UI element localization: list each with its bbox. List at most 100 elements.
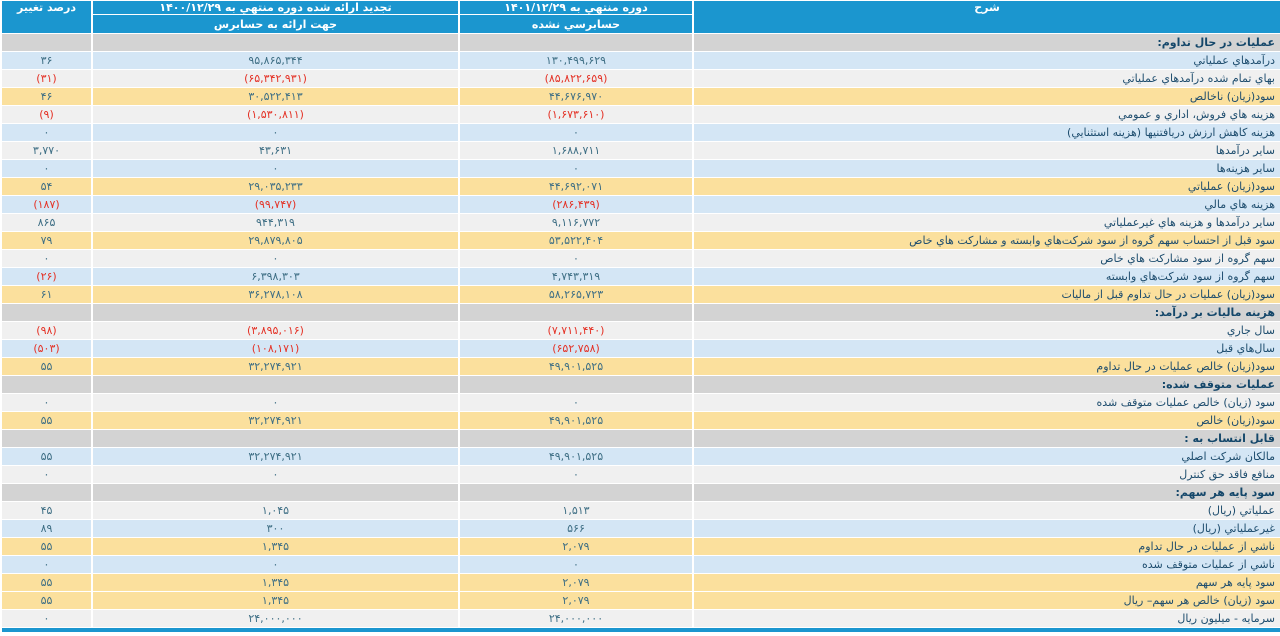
table-row: سود(زيان) ناخالص ۴۴,۶۷۶,۹۷۰ ۳۰,۵۲۲,۴۱۳ ۴۶ <box>0 88 1279 106</box>
prior-period-cell: (۶۵,۳۴۲,۹۳۱) <box>90 70 457 88</box>
row-description: سود پايه هر سهم <box>691 574 1279 592</box>
percent-change-cell: ۳,۷۷۰ <box>0 142 90 160</box>
header-percent-change-column: درصد تغيير <box>0 1 90 34</box>
table-row: غيرعملياتي (ريال) ۵۶۶ ۳۰۰ ۸۹ <box>0 520 1279 538</box>
current-period-cell: ۰ <box>457 466 691 484</box>
table-row: هزينه كاهش ارزش دريافتنيها (هزينه استثنا… <box>0 124 1279 142</box>
prior-period-cell: ۰ <box>90 250 457 268</box>
table-row: سود(زيان) خالص عمليات در حال تداوم ۴۹,۹۰۱… <box>0 358 1279 376</box>
percent-change-cell: ۴۶ <box>0 88 90 106</box>
row-description: سود (زيان) خالص عمليات متوقف شده <box>691 394 1279 412</box>
percent-change-cell: ۰ <box>0 466 90 484</box>
prior-period-cell: ۱,۰۴۵ <box>90 502 457 520</box>
prior-period-cell: ۰ <box>90 466 457 484</box>
prior-period-cell: ۱,۳۴۵ <box>90 574 457 592</box>
financial-statement-page: شرح دوره منتهي به ۱۴۰۱/۱۲/۲۹ تجديد ارائه… <box>0 0 1280 632</box>
prior-period-cell: ۹۵,۸۶۵,۳۴۴ <box>90 52 457 70</box>
percent-change-cell <box>0 376 90 394</box>
percent-change-cell: ۶۱ <box>0 286 90 304</box>
prior-period-cell <box>90 304 457 322</box>
prior-period-cell: (۳,۸۹۵,۰۱۶) <box>90 322 457 340</box>
current-period-cell <box>457 430 691 448</box>
prior-period-cell: ۱,۳۴۵ <box>90 592 457 610</box>
current-period-cell: (۶۵۲,۷۵۸) <box>457 340 691 358</box>
percent-change-cell: ۵۴ <box>0 178 90 196</box>
row-description: هزينه هاي فروش، اداري و عمومي <box>691 106 1279 124</box>
current-period-cell: (۷,۷۱۱,۴۴۰) <box>457 322 691 340</box>
prior-period-cell <box>90 34 457 52</box>
percent-change-cell: ۵۵ <box>0 574 90 592</box>
percent-change-cell <box>0 34 90 52</box>
section-title: هزينه ماليات بر درآمد: <box>691 304 1279 322</box>
current-period-cell: ۱,۶۸۸,۷۱۱ <box>457 142 691 160</box>
current-period-cell: ۴,۷۴۳,۳۱۹ <box>457 268 691 286</box>
row-description: سرمايه - ميليون ريال <box>691 610 1279 628</box>
prior-period-cell: ۴۳,۶۳۱ <box>90 142 457 160</box>
table-row: عملياتي (ريال) ۱,۵۱۳ ۱,۰۴۵ ۴۵ <box>0 502 1279 520</box>
current-period-cell: ۵۳,۵۲۲,۴۰۴ <box>457 232 691 250</box>
current-period-cell: ۹,۱۱۶,۷۷۲ <box>457 214 691 232</box>
percent-change-cell: ۸۹ <box>0 520 90 538</box>
current-period-cell: ۰ <box>457 394 691 412</box>
current-period-cell: ۵۶۶ <box>457 520 691 538</box>
percent-change-cell: ۵۵ <box>0 358 90 376</box>
row-description: ساير درآمدها <box>691 142 1279 160</box>
section-row: سود پايه هر سهم: <box>0 484 1279 502</box>
percent-change-cell: ۰ <box>0 556 90 574</box>
percent-change-cell: ۴۵ <box>0 502 90 520</box>
table-header: شرح دوره منتهي به ۱۴۰۱/۱۲/۲۹ تجديد ارائه… <box>0 1 1279 34</box>
row-description: سود(زيان) ناخالص <box>691 88 1279 106</box>
header-row-1: شرح دوره منتهي به ۱۴۰۱/۱۲/۲۹ تجديد ارائه… <box>0 1 1279 15</box>
prior-period-cell: (۹۹,۷۴۷) <box>90 196 457 214</box>
table-row: هزينه هاي فروش، اداري و عمومي (۱,۶۷۳,۶۱۰)… <box>0 106 1279 124</box>
percent-change-cell: ۰ <box>0 610 90 628</box>
table-row: سهم گروه از سود مشاركت هاي خاص ۰ ۰ ۰ <box>0 250 1279 268</box>
row-description: بهاي تمام شده درآمدهاي عملياتي <box>691 70 1279 88</box>
percent-change-cell: ۵۵ <box>0 538 90 556</box>
section-row: قابل انتساب به : <box>0 430 1279 448</box>
prior-period-cell: ۰ <box>90 394 457 412</box>
table-bottom-border <box>0 628 1280 632</box>
table-row: سود (زيان) خالص هر سهم– ريال ۲,۰۷۹ ۱,۳۴۵ ۵۵ <box>0 592 1279 610</box>
current-period-cell: ۵۸,۲۶۵,۷۲۳ <box>457 286 691 304</box>
table-row: ساير درآمدها ۱,۶۸۸,۷۱۱ ۴۳,۶۳۱ ۳,۷۷۰ <box>0 142 1279 160</box>
percent-change-cell: ۵۵ <box>0 592 90 610</box>
table-row: سال‌هاي قبل (۶۵۲,۷۵۸) (۱۰۸,۱۷۱) (۵۰۳) <box>0 340 1279 358</box>
table-row: سال جاري (۷,۷۱۱,۴۴۰) (۳,۸۹۵,۰۱۶) (۹۸) <box>0 322 1279 340</box>
percent-change-cell: ۰ <box>0 160 90 178</box>
percent-change-cell: (۹۸) <box>0 322 90 340</box>
percent-change-cell: ۳۶ <box>0 52 90 70</box>
row-description: سود(زيان) خالص عمليات در حال تداوم <box>691 358 1279 376</box>
percent-change-cell: ۰ <box>0 250 90 268</box>
current-period-cell: ۰ <box>457 124 691 142</box>
current-period-cell: (۱,۶۷۳,۶۱۰) <box>457 106 691 124</box>
table-row: مالكان شركت اصلي ۴۹,۹۰۱,۵۲۵ ۳۲,۲۷۴,۹۲۱ ۵۵ <box>0 448 1279 466</box>
prior-period-cell: ۳۰,۵۲۲,۴۱۳ <box>90 88 457 106</box>
section-row: عمليات در حال تداوم: <box>0 34 1279 52</box>
row-description: سود(زيان) خالص <box>691 412 1279 430</box>
current-period-cell: ۱۳۰,۴۹۹,۶۲۹ <box>457 52 691 70</box>
current-period-cell: ۰ <box>457 160 691 178</box>
table-row: هزينه هاي مالي (۲۸۶,۴۳۹) (۹۹,۷۴۷) (۱۸۷) <box>0 196 1279 214</box>
percent-change-cell: ۷۹ <box>0 232 90 250</box>
current-period-cell: ۲۴,۰۰۰,۰۰۰ <box>457 610 691 628</box>
section-title: سود پايه هر سهم: <box>691 484 1279 502</box>
percent-change-cell: (۳۱) <box>0 70 90 88</box>
row-description: عملياتي (ريال) <box>691 502 1279 520</box>
table-row: ساير درآمدها و هزينه هاي غيرعملياتي ۹,۱۱۶… <box>0 214 1279 232</box>
row-description: سود(زيان) عملياتي <box>691 178 1279 196</box>
percent-change-cell: ۰ <box>0 124 90 142</box>
current-period-cell <box>457 484 691 502</box>
prior-period-cell: ۲۹,۰۳۵,۲۳۳ <box>90 178 457 196</box>
percent-change-cell <box>0 430 90 448</box>
table-row: بهاي تمام شده درآمدهاي عملياتي (۸۵,۸۲۲,۶۵… <box>0 70 1279 88</box>
percent-change-cell: (۵۰۳) <box>0 340 90 358</box>
current-period-cell: ۴۴,۶۷۶,۹۷۰ <box>457 88 691 106</box>
table-body: عمليات در حال تداوم: درآمدهاي عملياتي ۱۳۰,… <box>0 34 1279 628</box>
prior-period-cell: ۱,۳۴۵ <box>90 538 457 556</box>
table-row: درآمدهاي عملياتي ۱۳۰,۴۹۹,۶۲۹ ۹۵,۸۶۵,۳۴۴ ۳۶ <box>0 52 1279 70</box>
prior-period-cell: ۶,۳۹۸,۳۰۳ <box>90 268 457 286</box>
row-description: هزينه كاهش ارزش دريافتنيها (هزينه استثنا… <box>691 124 1279 142</box>
row-description: ناشي از عمليات در حال تداوم <box>691 538 1279 556</box>
percent-change-cell: ۵۵ <box>0 412 90 430</box>
